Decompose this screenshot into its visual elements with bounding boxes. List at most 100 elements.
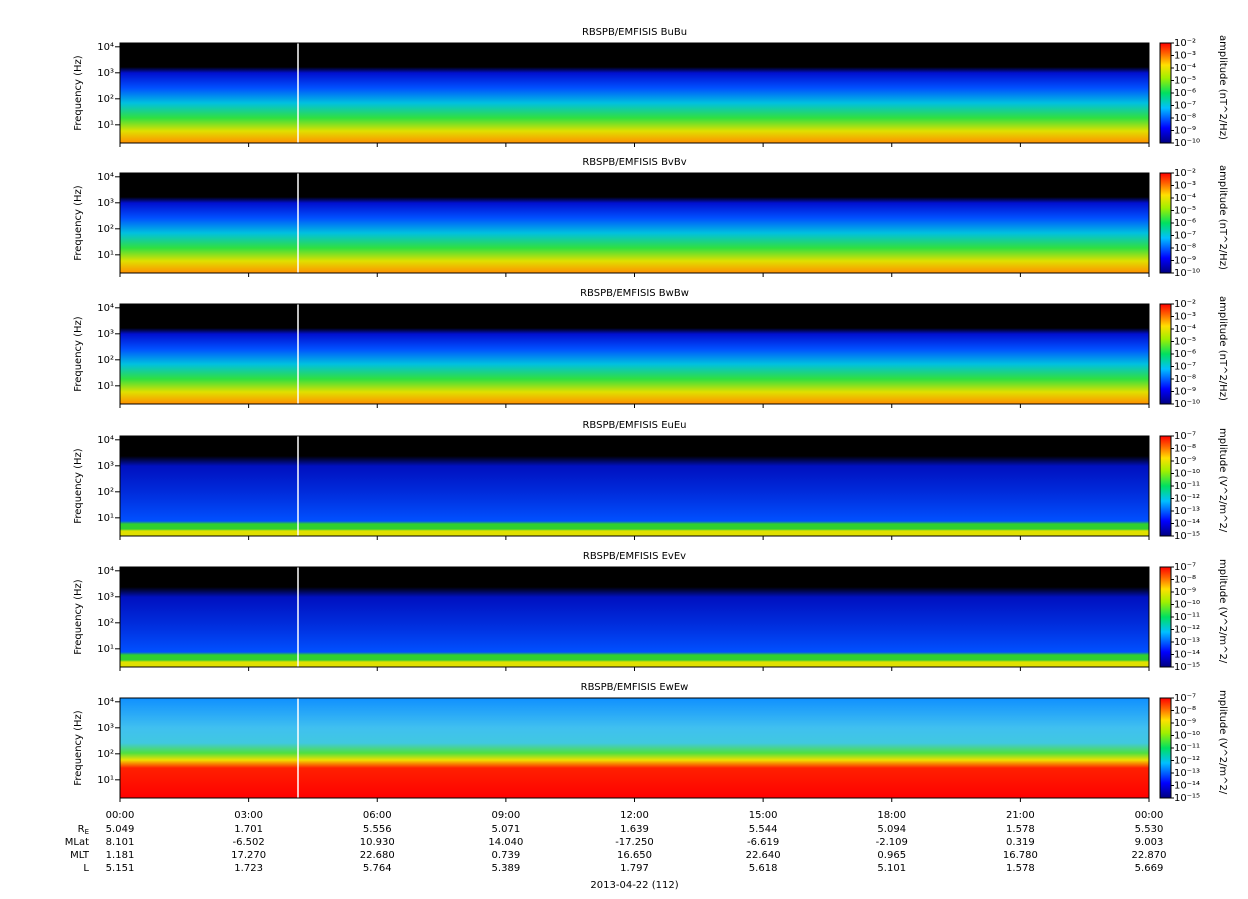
ephemeris-label-text: R <box>78 824 85 835</box>
colorbar-label: amplitude (nT^2/Hz) <box>1217 296 1228 401</box>
y-tick-label: 10¹ <box>97 513 114 524</box>
colorbar-tick-label: 10⁻⁵ <box>1174 337 1196 348</box>
ephemeris-label: MLT <box>70 850 90 861</box>
colorbar-tick-label: 10⁻¹⁵ <box>1174 662 1200 673</box>
ephemeris-value: 16.650 <box>617 850 652 861</box>
ephemeris-value: 22.680 <box>360 850 395 861</box>
y-tick-label: 10² <box>97 749 114 760</box>
colorbar-tick-label: 10⁻¹⁴ <box>1174 650 1200 661</box>
x-tick-label: 21:00 <box>1006 810 1035 821</box>
y-axis-label: Frequency (Hz) <box>73 55 84 131</box>
colorbar-tick-label: 10⁻⁶ <box>1174 349 1196 360</box>
y-axis-label: Frequency (Hz) <box>73 710 84 786</box>
colorbar-tick-label: 10⁻⁸ <box>1174 243 1196 254</box>
colorbar-tick-label: 10⁻¹² <box>1174 756 1200 767</box>
colorbar-tick-label: 10⁻⁹ <box>1174 256 1196 267</box>
y-axis-label: Frequency (Hz) <box>73 185 84 261</box>
x-tick-label: 03:00 <box>234 810 263 821</box>
x-tick-label: 06:00 <box>363 810 392 821</box>
ephemeris-value: -6.502 <box>233 837 265 848</box>
y-tick-label: 10⁴ <box>97 42 114 53</box>
ephemeris-label-text: L <box>83 863 89 874</box>
ephemeris-value: 0.965 <box>877 850 906 861</box>
ephemeris-label: MLat <box>65 837 89 848</box>
ephemeris-value: 1.639 <box>620 824 649 835</box>
ephemeris-value: 22.640 <box>746 850 781 861</box>
y-tick-label: 10¹ <box>97 644 114 655</box>
ephemeris-value: 16.780 <box>1003 850 1038 861</box>
x-tick-label: 00:00 <box>106 810 135 821</box>
y-axis-label: Frequency (Hz) <box>73 579 84 655</box>
ephemeris-value: 10.930 <box>360 837 395 848</box>
colorbar-tick-label: 10⁻⁸ <box>1174 374 1196 385</box>
colorbar-tick-label: 10⁻¹⁰ <box>1174 469 1200 480</box>
colorbar-tick-label: 10⁻¹² <box>1174 494 1200 505</box>
y-axis-label: Frequency (Hz) <box>73 448 84 524</box>
colorbar-label: mplitude (V^2/m^2/ <box>1217 690 1228 795</box>
colorbar-tick-label: 10⁻¹⁴ <box>1174 781 1200 792</box>
colorbar-tick-label: 10⁻¹³ <box>1174 768 1200 779</box>
colorbar-tick-label: 10⁻⁶ <box>1174 218 1196 229</box>
y-tick-label: 10² <box>97 224 114 235</box>
ephemeris-label-text: MLT <box>70 850 90 861</box>
colorbar-tick-label: 10⁻¹⁴ <box>1174 519 1200 530</box>
colorbar-tick-label: 10⁻¹¹ <box>1174 612 1200 623</box>
colorbar-tick-label: 10⁻¹¹ <box>1174 743 1200 754</box>
ephemeris-label-text: MLat <box>65 837 89 848</box>
ephemeris-value: 0.319 <box>1006 837 1035 848</box>
ephemeris-label-subscript: E <box>85 828 89 836</box>
colorbar-tick-label: 10⁻⁸ <box>1174 113 1196 124</box>
y-tick-label: 10³ <box>97 461 114 472</box>
ephemeris-value: 1.578 <box>1006 863 1035 874</box>
y-tick-label: 10³ <box>97 198 114 209</box>
colorbar-tick-label: 10⁻³ <box>1174 51 1196 62</box>
ephemeris-value: 22.870 <box>1132 850 1167 861</box>
spectrogram-image <box>120 436 1149 536</box>
panel-title: RBSPB/EMFISIS BvBv <box>582 157 686 168</box>
colorbar-tick-label: 10⁻⁴ <box>1174 63 1196 74</box>
ephemeris-value: 0.739 <box>492 850 521 861</box>
ephemeris-value: 5.071 <box>492 824 521 835</box>
y-tick-label: 10¹ <box>97 381 114 392</box>
ephemeris-value: -17.250 <box>615 837 654 848</box>
x-tick-label: 09:00 <box>491 810 520 821</box>
ephemeris-value: 14.040 <box>488 837 523 848</box>
ephemeris-value: -6.619 <box>747 837 779 848</box>
colorbar-tick-label: 10⁻⁴ <box>1174 193 1196 204</box>
colorbar-tick-label: 10⁻¹⁵ <box>1174 531 1200 542</box>
ephemeris-value: 5.151 <box>106 863 135 874</box>
ephemeris-value: 9.003 <box>1135 837 1164 848</box>
ephemeris-value: 1.181 <box>106 850 135 861</box>
spectrogram-image <box>120 173 1149 273</box>
colorbar-label: amplitude (nT^2/Hz) <box>1217 165 1228 270</box>
colorbar-tick-label: 10⁻⁶ <box>1174 88 1196 99</box>
colorbar-tick-label: 10⁻⁷ <box>1174 231 1196 242</box>
y-tick-label: 10⁴ <box>97 566 114 577</box>
ephemeris-value: 1.701 <box>234 824 263 835</box>
x-tick-label: 15:00 <box>749 810 778 821</box>
panel-title: RBSPB/EMFISIS EuEu <box>582 420 686 431</box>
ephemeris-label: RE <box>78 824 89 836</box>
spectrogram-image <box>120 698 1149 798</box>
x-tick-label: 12:00 <box>620 810 649 821</box>
ephemeris-value: 5.618 <box>749 863 778 874</box>
colorbar-tick-label: 10⁻⁸ <box>1174 575 1196 586</box>
colorbar-tick-label: 10⁻⁹ <box>1174 456 1196 467</box>
ephemeris-value: 1.578 <box>1006 824 1035 835</box>
y-tick-label: 10⁴ <box>97 697 114 708</box>
colorbar-tick-label: 10⁻² <box>1174 299 1196 310</box>
y-tick-label: 10² <box>97 355 114 366</box>
colorbar-tick-label: 10⁻¹¹ <box>1174 481 1200 492</box>
colorbar-tick-label: 10⁻⁷ <box>1174 431 1196 442</box>
colorbar-tick-label: 10⁻¹⁰ <box>1174 268 1200 279</box>
colorbar-tick-label: 10⁻⁵ <box>1174 206 1196 217</box>
ephemeris-value: 5.669 <box>1135 863 1164 874</box>
colorbar-tick-label: 10⁻⁹ <box>1174 126 1196 137</box>
y-tick-label: 10² <box>97 618 114 629</box>
colorbar <box>1159 42 1172 144</box>
y-axis-label: Frequency (Hz) <box>73 316 84 392</box>
colorbar-tick-label: 10⁻⁷ <box>1174 693 1196 704</box>
colorbar-tick-label: 10⁻³ <box>1174 312 1196 323</box>
ephemeris-value: 1.723 <box>234 863 263 874</box>
colorbar-tick-label: 10⁻⁹ <box>1174 587 1196 598</box>
